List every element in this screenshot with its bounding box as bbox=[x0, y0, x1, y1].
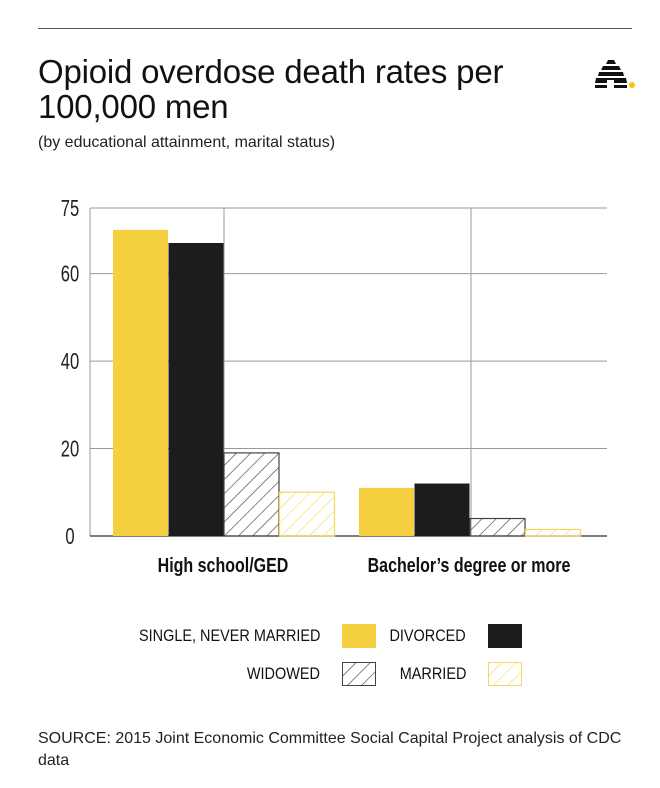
legend: SINGLE, NEVER MARRIED DIVORCED WIDOWED M… bbox=[0, 620, 660, 700]
bar-widowed bbox=[223, 452, 280, 537]
bar-widowed bbox=[469, 517, 526, 537]
legend-swatch-single bbox=[342, 624, 376, 648]
legend-swatch-widowed bbox=[342, 662, 376, 686]
legend-swatch-divorced bbox=[488, 624, 522, 648]
category-label: Bachelor’s degree or more bbox=[368, 554, 571, 576]
legend-swatch-married bbox=[488, 662, 522, 686]
bar-single-never-married bbox=[113, 229, 168, 536]
bar-divorced bbox=[168, 242, 224, 536]
y-tick-label: 60 bbox=[61, 262, 79, 287]
y-tick-label: 75 bbox=[61, 196, 79, 221]
y-tick-label: 40 bbox=[61, 350, 79, 375]
bar-single-never-married bbox=[359, 487, 414, 536]
tick-layer: 75 60 40 20 0 bbox=[61, 196, 79, 549]
category-label: High school/GED bbox=[158, 554, 289, 576]
chart-subtitle: (by educational attainment, marital stat… bbox=[38, 134, 336, 151]
category-label-layer: High school/GED Bachelor’s degree or more bbox=[158, 554, 571, 576]
bar-married bbox=[278, 491, 336, 537]
chart-title: Opioid overdose death rates per 100,000 … bbox=[38, 53, 504, 125]
legend-label-divorced: DIVORCED bbox=[389, 626, 466, 645]
bar-layer bbox=[113, 229, 582, 537]
source-note: SOURCE: 2015 Joint Economic Committee So… bbox=[38, 730, 622, 769]
y-tick-label: 20 bbox=[61, 437, 79, 462]
bar-divorced bbox=[414, 483, 470, 536]
top-rule bbox=[38, 28, 632, 29]
bar-chart: 75 60 40 20 0 High school/GED Bachelor’s degr… bbox=[61, 196, 607, 576]
y-tick-label: 0 bbox=[65, 524, 74, 549]
legend-label-married: MARRIED bbox=[399, 664, 466, 683]
legend-label-single: SINGLE, NEVER MARRIED bbox=[138, 626, 320, 645]
beehive-logo-icon bbox=[595, 60, 635, 88]
legend-label-widowed: WIDOWED bbox=[246, 664, 320, 683]
bar-married bbox=[524, 528, 582, 537]
